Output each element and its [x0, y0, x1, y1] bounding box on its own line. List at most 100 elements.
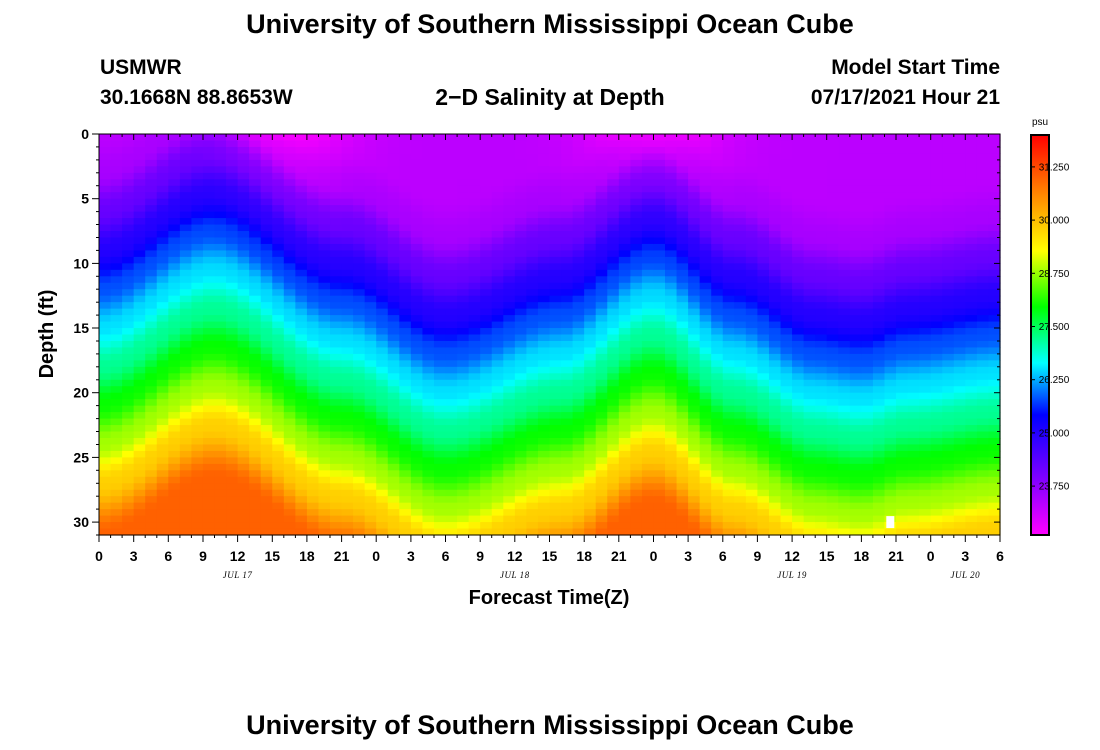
heatmap-cell: [942, 250, 955, 258]
heatmap-cell: [907, 450, 920, 458]
heatmap-cell: [330, 243, 343, 252]
heatmap-cell: [976, 412, 990, 420]
heatmap-cell: [387, 515, 400, 523]
heatmap-cell: [249, 205, 262, 213]
heatmap-cell: [665, 450, 678, 458]
heatmap-cell: [561, 205, 574, 213]
heatmap-cell: [122, 269, 135, 277]
heatmap-cell: [768, 328, 782, 336]
heatmap-cell: [838, 263, 851, 271]
heatmap-cell: [226, 250, 239, 258]
heatmap-cell: [561, 159, 574, 167]
heatmap-cell: [410, 405, 424, 413]
heatmap-cell: [838, 386, 851, 394]
heatmap-cell: [653, 185, 666, 193]
heatmap-cell: [815, 308, 828, 316]
heatmap-cell: [665, 502, 678, 510]
heatmap-cell: [699, 192, 712, 200]
heatmap-cell: [376, 153, 389, 161]
heatmap-cell: [780, 340, 793, 349]
heatmap-cell: [526, 289, 539, 297]
heatmap-cell: [433, 450, 447, 458]
heatmap-cell: [283, 470, 296, 478]
heatmap-cell: [445, 437, 458, 446]
heatmap-cell: [410, 321, 424, 329]
heatmap-cell: [237, 159, 250, 167]
heatmap-cell: [491, 463, 504, 471]
heatmap-cell: [884, 308, 897, 316]
heatmap-cell: [537, 522, 551, 530]
heatmap-cell: [341, 392, 354, 400]
heatmap-cell: [122, 437, 135, 446]
heatmap-cell: [491, 308, 504, 316]
heatmap-cell: [838, 192, 851, 200]
heatmap-cell: [607, 386, 620, 394]
heatmap-cell: [399, 476, 412, 484]
heatmap-cell: [722, 366, 735, 374]
heatmap-cell: [896, 159, 909, 167]
heatmap-cell: [803, 134, 816, 142]
heatmap-cell: [99, 444, 112, 452]
heatmap-cell: [468, 282, 481, 290]
heatmap-cell: [156, 315, 169, 323]
heatmap-cell: [803, 509, 816, 517]
heatmap-cell: [410, 386, 424, 394]
heatmap-cell: [433, 476, 447, 484]
heatmap-cell: [480, 295, 493, 303]
heatmap-cell: [445, 340, 458, 349]
heatmap-cell: [942, 431, 955, 439]
heatmap-cell: [122, 243, 135, 252]
heatmap-cell: [780, 360, 793, 368]
heatmap-cell: [272, 412, 285, 420]
heatmap-cell: [919, 302, 932, 310]
heatmap-cell: [526, 366, 539, 374]
heatmap-cell: [630, 198, 643, 206]
heatmap-cell: [745, 328, 759, 336]
heatmap-cell: [919, 437, 932, 446]
heatmap-cell: [433, 412, 447, 420]
heatmap-cell: [676, 444, 689, 452]
heatmap-cell: [99, 263, 112, 271]
heatmap-cell: [584, 256, 597, 264]
heatmap-cell: [965, 450, 978, 458]
heatmap-cell: [422, 496, 435, 504]
heatmap-cell: [145, 347, 158, 355]
heatmap-cell: [607, 425, 620, 433]
heatmap-cell: [480, 243, 493, 252]
heatmap-cell: [919, 431, 932, 439]
heatmap-cell: [780, 302, 793, 310]
heatmap-cell: [618, 528, 631, 536]
heatmap-cell: [272, 334, 285, 342]
heatmap-cell: [595, 166, 608, 174]
heatmap-cell: [561, 483, 574, 491]
heatmap-cell: [179, 483, 193, 491]
heatmap-cell: [803, 392, 816, 400]
heatmap-cell: [849, 502, 862, 510]
heatmap-cell: [353, 496, 366, 504]
heatmap-cell: [711, 528, 724, 536]
heatmap-cell: [907, 405, 920, 413]
heatmap-cell: [734, 295, 747, 303]
heatmap-cell: [595, 192, 608, 200]
heatmap-cell: [283, 334, 296, 342]
heatmap-cell: [376, 243, 389, 252]
heatmap-cell: [607, 392, 620, 400]
heatmap-cell: [884, 192, 897, 200]
heatmap-cell: [110, 347, 123, 355]
heatmap-cell: [491, 373, 504, 381]
heatmap-cell: [688, 431, 701, 439]
heatmap-cell: [549, 185, 562, 193]
heatmap-cell: [122, 360, 135, 368]
heatmap-cell: [295, 250, 308, 258]
heatmap-cell: [318, 425, 331, 433]
heatmap-cell: [318, 502, 331, 510]
heatmap-cell: [202, 366, 216, 374]
heatmap-cell: [272, 218, 285, 226]
heatmap-cell: [410, 412, 424, 420]
heatmap-cell: [872, 463, 886, 471]
heatmap-cell: [364, 276, 377, 284]
heatmap-cell: [110, 450, 123, 458]
heatmap-cell: [641, 334, 655, 342]
heatmap-cell: [618, 463, 631, 471]
heatmap-cell: [364, 179, 377, 187]
